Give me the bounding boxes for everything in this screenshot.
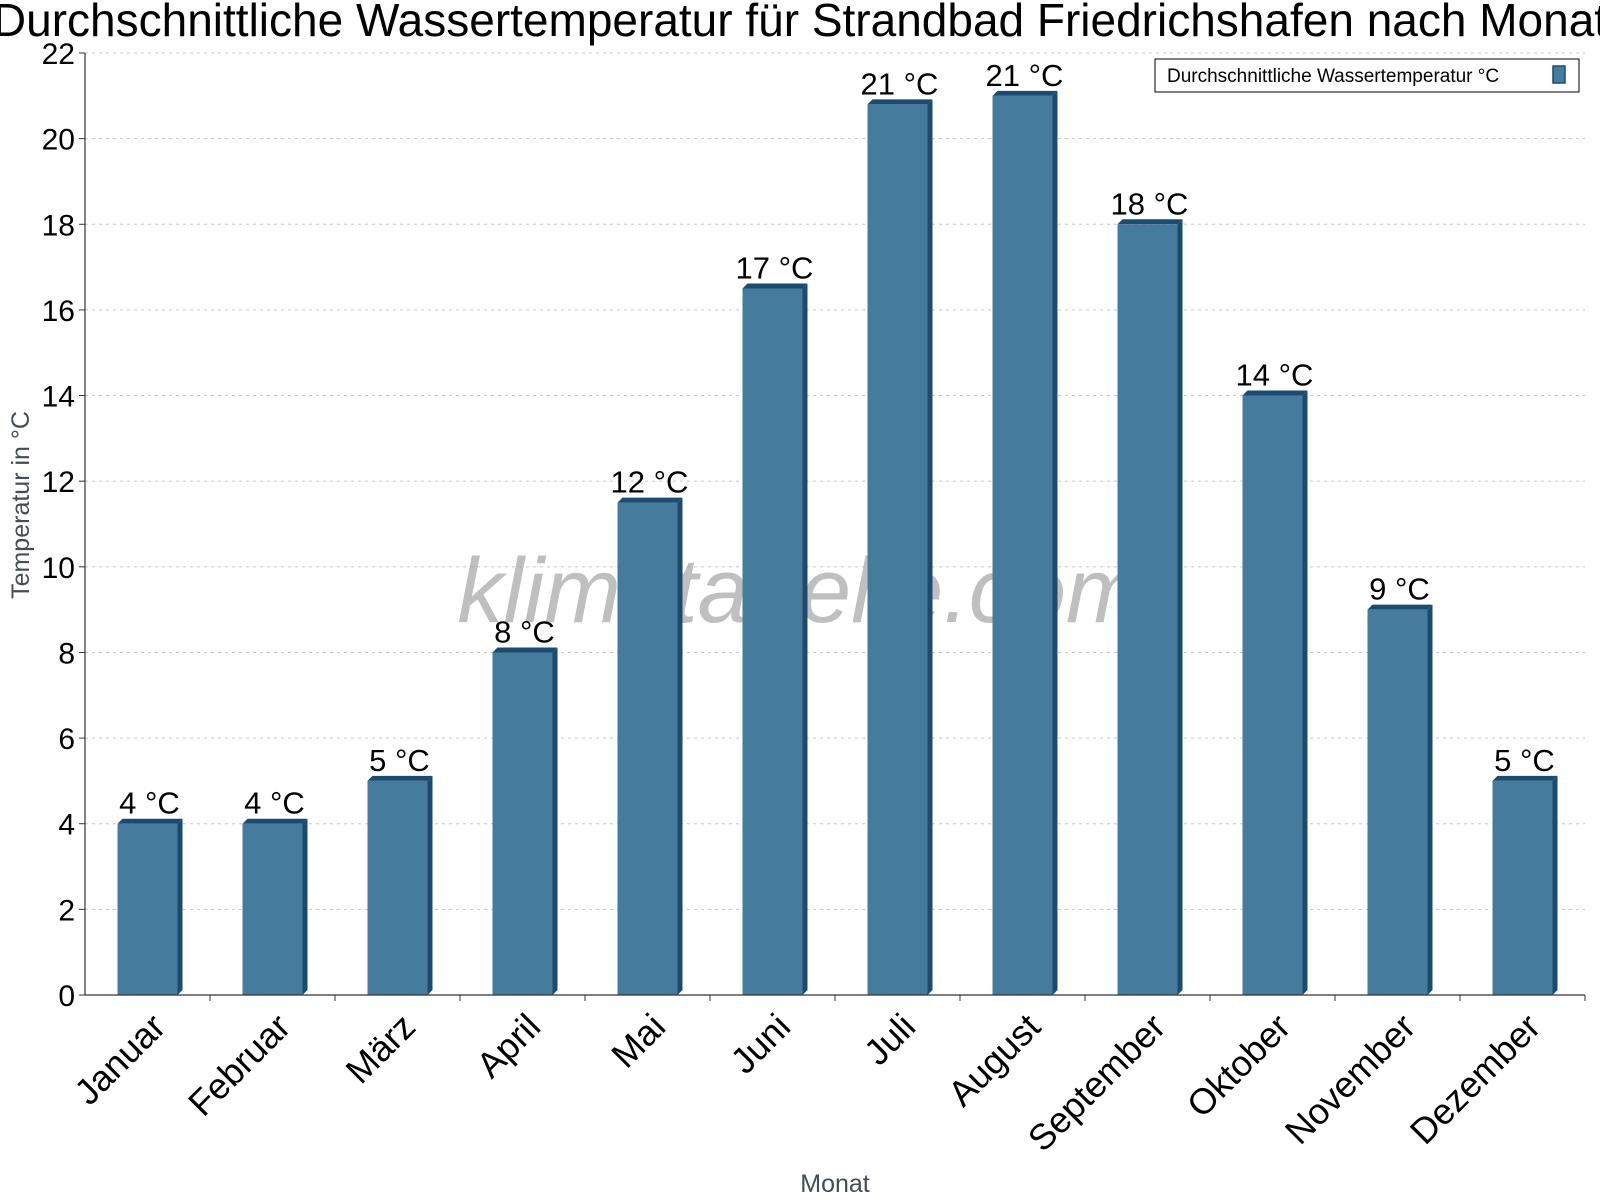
bar-front — [1492, 780, 1553, 995]
y-tick-label: 16 — [42, 295, 75, 328]
y-tick-label: 4 — [58, 809, 75, 842]
bar-side — [177, 818, 183, 995]
y-tick-label: 10 — [42, 552, 75, 585]
bar-side — [1302, 390, 1308, 996]
x-tick-label: Februar — [180, 1006, 298, 1124]
y-tick-label: 18 — [42, 209, 75, 242]
bar-front — [617, 502, 678, 995]
data-label: 5 °C — [1494, 743, 1555, 778]
chart-title: Durchschnittliche Wassertemperatur für S… — [0, 0, 1600, 46]
legend: Durchschnittliche Wassertemperatur °C — [1154, 58, 1580, 93]
data-label: 21 °C — [986, 58, 1064, 93]
bar-side — [302, 818, 308, 995]
bar-top — [742, 283, 808, 289]
bar-top — [117, 818, 183, 824]
bar-front — [242, 823, 303, 995]
bar — [617, 497, 683, 995]
bar — [1492, 775, 1558, 995]
bar — [742, 283, 808, 995]
bar-top — [867, 99, 933, 105]
x-tick-label: Januar — [66, 1006, 173, 1113]
y-tick-label: 2 — [58, 894, 75, 927]
bar-side — [802, 283, 808, 995]
bar-top — [617, 497, 683, 503]
grid-lines — [85, 52, 1585, 910]
y-tick-label: 12 — [42, 466, 75, 499]
bar-top — [367, 775, 433, 781]
bars — [117, 90, 1558, 996]
bar — [242, 818, 308, 995]
bar-top — [992, 90, 1058, 96]
bar-front — [742, 288, 803, 995]
data-label: 12 °C — [611, 465, 689, 500]
bar-side — [677, 497, 683, 995]
data-label: 18 °C — [1111, 186, 1189, 221]
bar — [367, 775, 433, 995]
bar-front — [867, 104, 928, 995]
y-tick-label: 14 — [42, 381, 75, 414]
bar-side — [1052, 90, 1058, 996]
bar-front — [1367, 609, 1428, 995]
x-tick-label: Juni — [722, 1006, 798, 1082]
y-tick-label: 8 — [58, 637, 75, 670]
y-tick-label: 20 — [42, 124, 75, 157]
bar-side — [1427, 604, 1433, 995]
legend-label: Durchschnittliche Wassertemperatur °C — [1167, 66, 1499, 87]
x-tick-label: Mai — [603, 1006, 673, 1076]
bar — [117, 818, 183, 995]
x-tick-label: März — [338, 1006, 424, 1092]
legend-swatch — [1552, 65, 1566, 84]
bar-side — [1552, 775, 1558, 995]
bar-top — [1367, 604, 1433, 610]
x-tick-label: September — [1020, 1006, 1174, 1160]
bar-side — [427, 775, 433, 995]
bar — [867, 99, 933, 995]
bar — [1367, 604, 1433, 995]
bar-front — [367, 780, 428, 995]
bar-front — [1117, 224, 1178, 996]
data-label: 9 °C — [1369, 572, 1430, 607]
bar — [1117, 219, 1183, 996]
x-axis-ticks: Januar Februar März April Mai Juni Juli AugustS… — [66, 995, 1586, 1160]
bar-top — [1492, 775, 1558, 781]
bar-side — [927, 99, 933, 995]
data-label: 17 °C — [736, 251, 814, 286]
bar-front — [1242, 395, 1303, 996]
data-labels: 4 °C 4 °C 5 °C 8 °C 12 °C 17 °C 21 °C 21 °C 18 °… — [119, 58, 1555, 821]
y-axis-ticks: 0 2 4 6 8 10 12 14 16 18 20 22 — [42, 38, 85, 1013]
x-tick-label: August — [940, 1006, 1048, 1114]
bar-front — [492, 652, 553, 995]
bar-top — [492, 647, 558, 653]
bar-front — [992, 95, 1053, 996]
data-label: 14 °C — [1236, 358, 1314, 393]
bar-side — [1177, 219, 1183, 996]
bar-top — [242, 818, 308, 824]
x-axis-title: Monat — [800, 1170, 870, 1198]
y-tick-label: 0 — [58, 980, 75, 1013]
x-tick-label: Juli — [856, 1006, 923, 1073]
x-tick-label: April — [468, 1006, 548, 1086]
bar — [1242, 390, 1308, 996]
data-label: 4 °C — [119, 786, 180, 821]
bar-top — [1117, 219, 1183, 225]
data-label: 5 °C — [369, 743, 430, 778]
y-tick-label: 22 — [42, 38, 75, 71]
y-axis-title: Temperatur in °C — [7, 411, 35, 599]
data-label: 4 °C — [244, 786, 305, 821]
bar — [492, 647, 558, 995]
x-tick-label: November — [1277, 1006, 1423, 1152]
data-label: 8 °C — [494, 614, 555, 649]
x-tick-label: Oktober — [1179, 1006, 1299, 1126]
x-tick-label: Dezember — [1402, 1006, 1548, 1152]
axes — [84, 53, 1585, 996]
bar — [992, 90, 1058, 996]
data-label: 21 °C — [861, 66, 939, 101]
bar-front — [117, 823, 178, 995]
bar-side — [552, 647, 558, 995]
legend-box — [1154, 58, 1580, 93]
bar-top — [1242, 390, 1308, 396]
y-tick-label: 6 — [58, 723, 75, 756]
